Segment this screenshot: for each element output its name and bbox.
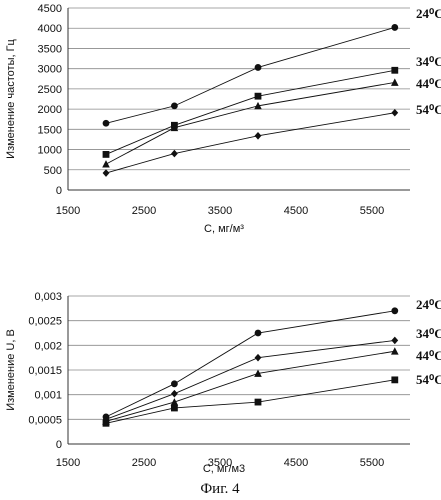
series-line [105, 339, 395, 420]
data-point-diamond [254, 353, 262, 362]
data-point-circle [254, 64, 262, 71]
data-point-square [171, 404, 178, 412]
data-point-square [391, 66, 399, 74]
x-axis-title: С, мг/м³ [204, 223, 244, 235]
series-0: 24⁰C [102, 6, 441, 127]
series-label: 24⁰C [416, 6, 441, 21]
y-axis-title: Изменение частоты, Гц [5, 38, 17, 158]
series-line [105, 310, 395, 418]
series-1: 34⁰C [102, 326, 441, 424]
data-point-triangle [254, 369, 262, 377]
series-line [105, 69, 395, 155]
x-tick-label: 3500 [208, 457, 232, 469]
y-tick-label: 0,001 [34, 390, 62, 402]
data-point-diamond [254, 132, 262, 140]
data-point-circle [102, 119, 110, 127]
y-tick-label: 4000 [38, 23, 62, 35]
data-point-triangle [102, 160, 110, 168]
y-tick-label: 3000 [38, 64, 62, 76]
data-point-diamond [391, 108, 399, 117]
x-tick-label: 3500 [208, 205, 232, 217]
series-line [105, 81, 395, 165]
series-label: 34⁰C [416, 54, 441, 69]
data-point-square [391, 376, 399, 384]
series-line [105, 112, 395, 174]
series-3: 54⁰C [102, 102, 441, 177]
series-2: 44⁰C [102, 76, 441, 168]
data-point-circle [171, 380, 178, 388]
x-tick-label: 1500 [56, 205, 80, 217]
data-point-circle [171, 102, 178, 110]
series-2: 44⁰C [102, 347, 441, 425]
y-tick-label: 0,002 [34, 340, 62, 352]
y-tick-label: 2000 [38, 104, 62, 116]
y-tick-label: 0,0005 [28, 414, 62, 426]
series-1: 34⁰C [102, 54, 441, 158]
data-point-diamond [391, 336, 399, 345]
data-point-circle [254, 329, 262, 337]
data-point-triangle [170, 398, 179, 406]
y-axis-title: Изменение U, В [5, 329, 17, 411]
series-label: 44⁰C [416, 348, 441, 363]
series-0: 24⁰C [102, 297, 441, 421]
x-axis-title: С, мг/м3 [203, 463, 245, 475]
x-tick-label: 4500 [284, 457, 308, 469]
x-tick-label: 2500 [132, 205, 156, 217]
x-tick-label: 5500 [360, 457, 384, 469]
y-tick-label: 0,0025 [28, 316, 62, 328]
y-tick-label: 1000 [38, 145, 62, 157]
data-point-square [102, 151, 110, 158]
figure-caption: Фиг. 4 [200, 481, 240, 497]
data-point-diamond [171, 389, 178, 398]
y-tick-label: 0,0015 [28, 365, 62, 377]
series-label: 54⁰C [416, 372, 441, 387]
y-tick-label: 3500 [38, 43, 62, 55]
data-point-diamond [102, 169, 110, 177]
y-tick-label: 4500 [38, 3, 62, 15]
data-point-square [254, 398, 262, 406]
y-tick-label: 1500 [38, 124, 62, 136]
y-tick-label: 500 [44, 165, 62, 177]
data-point-diamond [171, 149, 178, 158]
y-tick-label: 0,003 [34, 291, 62, 303]
y-tick-label: 0 [56, 185, 62, 197]
x-tick-label: 5500 [360, 205, 384, 217]
series-label: 24⁰C [416, 297, 441, 312]
series-line [105, 379, 395, 424]
data-point-square [102, 419, 110, 427]
series-line [105, 350, 395, 422]
voltage-chart: 0 0,0005 0,001 0,0015 0,002 0,0025 0,003 1500 25… [5, 291, 441, 475]
series-label: 44⁰C [416, 76, 441, 91]
data-point-triangle [254, 101, 262, 110]
data-point-circle [391, 307, 399, 315]
frequency-chart: 0 500 1000 1500 2000 2500 3000 3500 4000 4500 1500… [5, 3, 441, 235]
data-point-circle [391, 24, 399, 31]
data-point-triangle [391, 78, 399, 86]
data-point-square [254, 92, 262, 100]
series-label: 34⁰C [416, 326, 441, 341]
y-tick-label: 0 [56, 439, 62, 451]
series-label: 54⁰C [416, 102, 441, 117]
data-point-triangle [391, 347, 399, 355]
x-tick-label: 1500 [56, 457, 80, 469]
series-line [105, 26, 395, 124]
data-point-triangle [170, 123, 179, 132]
series-3: 54⁰C [102, 372, 441, 427]
x-tick-label: 2500 [132, 457, 156, 469]
y-tick-label: 2500 [38, 84, 62, 96]
x-tick-label: 4500 [284, 205, 308, 217]
